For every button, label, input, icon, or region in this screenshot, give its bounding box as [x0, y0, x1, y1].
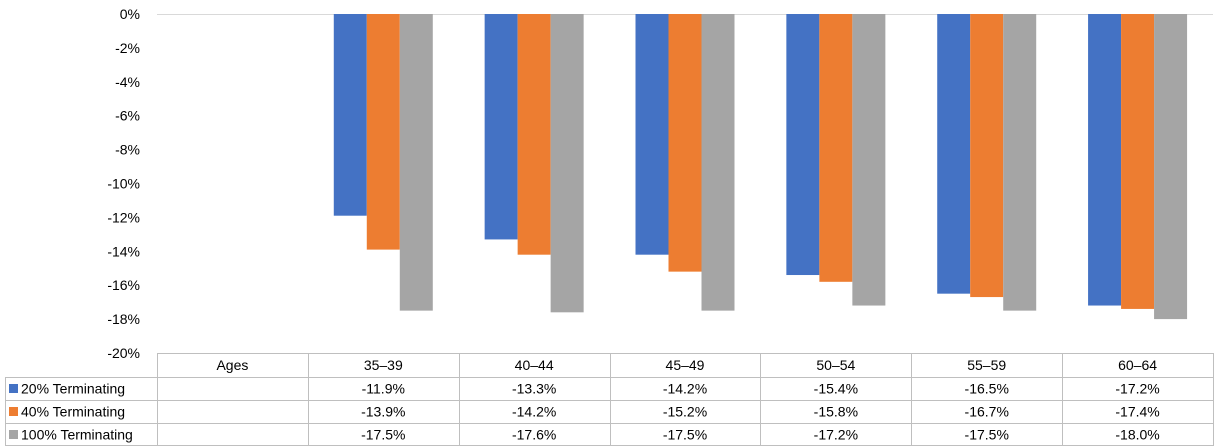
- y-tick-label: -6%: [115, 108, 140, 124]
- data-cell: -15.2%: [663, 404, 707, 420]
- y-tick-label: -4%: [115, 74, 140, 90]
- bar: [484, 14, 518, 240]
- y-tick-label: -8%: [115, 142, 140, 158]
- legend-swatch: [9, 384, 18, 393]
- data-cell: -17.2%: [814, 427, 858, 443]
- y-tick-label: -16%: [107, 277, 140, 293]
- data-cell: -15.4%: [814, 381, 858, 397]
- data-cell: -17.5%: [361, 427, 405, 443]
- bar: [333, 14, 367, 216]
- data-cell: -15.8%: [814, 404, 858, 420]
- bar: [701, 14, 735, 311]
- bar: [970, 14, 1004, 298]
- bar: [668, 14, 702, 272]
- data-cell: -14.2%: [512, 404, 556, 420]
- data-cell: -16.5%: [965, 381, 1009, 397]
- y-tick-label: -12%: [107, 209, 140, 225]
- category-label: 45–49: [666, 357, 705, 373]
- data-cell: -17.5%: [663, 427, 707, 443]
- data-cell: -13.3%: [512, 381, 556, 397]
- data-table: Ages 35–39 40–44 45–49 50–54 55–59 60–64 20% Te…: [5, 353, 1214, 446]
- data-cell: -11.9%: [362, 381, 405, 397]
- y-tick-label: -20%: [107, 345, 140, 361]
- bar: [1121, 14, 1155, 309]
- legend-label: 100% Terminating: [21, 427, 133, 443]
- y-axis: 0% -2% -4% -6% -8% -10% -12% -14% -16% -18% -20%: [107, 6, 1213, 361]
- data-cell: -18.0%: [1115, 427, 1159, 443]
- legend-swatch: [9, 430, 18, 439]
- bar: [366, 14, 400, 250]
- data-cell: -17.6%: [512, 427, 556, 443]
- legend-label: 20% Terminating: [21, 381, 125, 397]
- bar: [786, 14, 820, 276]
- bar: [1154, 14, 1188, 320]
- table-header-ages: Ages: [216, 357, 248, 373]
- bar: [550, 14, 584, 313]
- legend-label: 40% Terminating: [21, 404, 125, 420]
- bar: [399, 14, 433, 311]
- y-tick-label: -10%: [107, 176, 140, 192]
- data-cell: -17.4%: [1115, 404, 1159, 420]
- y-tick-label: -2%: [115, 40, 140, 56]
- category-label: 55–59: [967, 357, 1006, 373]
- category-label: 60–64: [1118, 357, 1157, 373]
- bars: [333, 14, 1188, 320]
- category-label: 35–39: [364, 357, 403, 373]
- data-cell: -13.9%: [361, 404, 405, 420]
- y-tick-label: 0%: [120, 6, 140, 22]
- category-label: 50–54: [816, 357, 855, 373]
- data-cell: -16.7%: [965, 404, 1009, 420]
- data-cell: -14.2%: [663, 381, 707, 397]
- legend-swatch: [9, 407, 18, 416]
- bar: [1088, 14, 1122, 306]
- y-tick-label: -18%: [107, 311, 140, 327]
- bar: [1003, 14, 1037, 311]
- category-label: 40–44: [515, 357, 554, 373]
- bar: [852, 14, 886, 306]
- y-tick-label: -14%: [107, 243, 140, 259]
- data-cell: -17.5%: [965, 427, 1009, 443]
- data-cell: -17.2%: [1115, 381, 1159, 397]
- bar: [819, 14, 853, 282]
- bar: [635, 14, 669, 255]
- bar: [937, 14, 971, 294]
- bar: [517, 14, 551, 255]
